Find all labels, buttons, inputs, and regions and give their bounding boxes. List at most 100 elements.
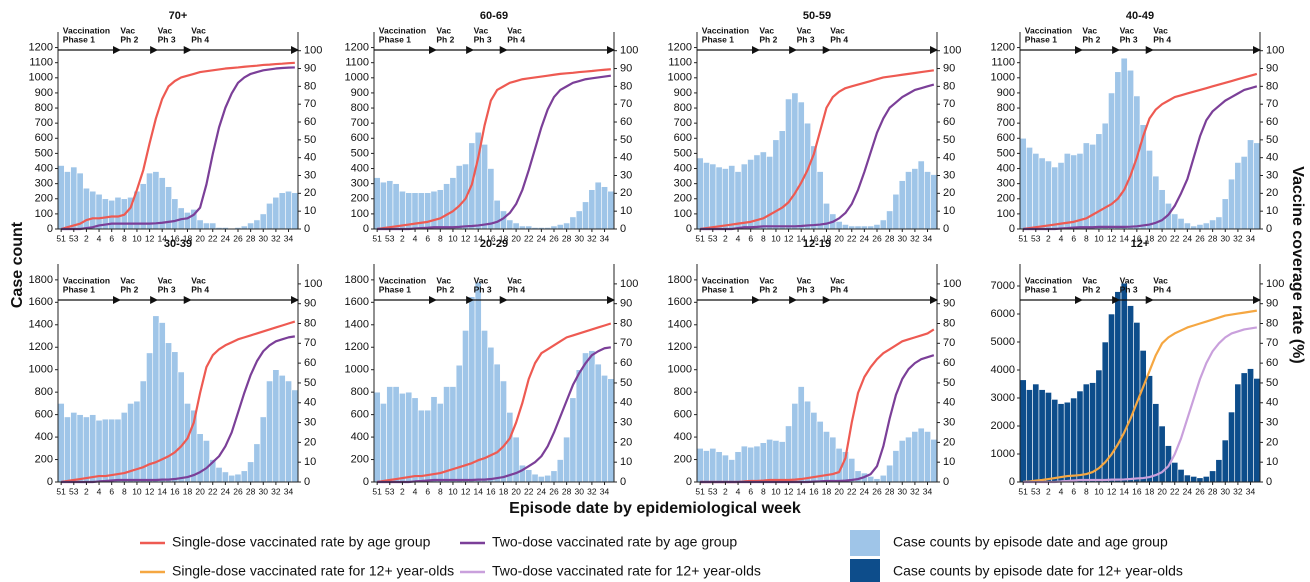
phase-label: Ph 4 xyxy=(507,34,525,44)
x-tick-label: 24 xyxy=(537,233,547,243)
y-tick-label: 1200 xyxy=(991,41,1015,53)
bar xyxy=(1253,378,1261,483)
x-tick-label: 2 xyxy=(723,486,728,496)
x-tick-label: 8 xyxy=(1084,486,1089,496)
x-tick-label: 18 xyxy=(499,486,509,496)
y2-tick-label: 0 xyxy=(304,476,310,488)
bar xyxy=(1228,411,1236,483)
phase-label: Ph 3 xyxy=(1120,34,1138,44)
y2-tick-label: 50 xyxy=(620,377,632,389)
x-tick-label: 12 xyxy=(145,486,155,496)
x-axis-label: Episode date by epidemiological week xyxy=(509,500,801,517)
bar xyxy=(525,469,533,483)
x-tick-label: 34 xyxy=(600,486,610,496)
y-tick-label: 1000 xyxy=(345,72,369,84)
bar xyxy=(493,199,501,230)
y2-tick-label: 50 xyxy=(304,134,316,146)
y2-tick-label: 10 xyxy=(304,456,316,468)
bar xyxy=(146,172,154,230)
y-tick-label: 700 xyxy=(674,117,692,129)
bar xyxy=(1158,189,1166,230)
phase-label: Ph 3 xyxy=(797,284,815,294)
bar xyxy=(1152,403,1160,483)
phase-label: Vac xyxy=(1120,25,1135,35)
y2-tick-label: 10 xyxy=(1266,456,1278,468)
legend-swatch xyxy=(850,559,880,582)
bar xyxy=(1240,372,1248,483)
bar xyxy=(209,222,217,230)
panel-title: 50-59 xyxy=(803,10,831,22)
phase-label: Ph 4 xyxy=(1153,34,1171,44)
x-tick-label: 24 xyxy=(1183,486,1193,496)
bar xyxy=(886,210,894,230)
bar xyxy=(1101,122,1109,230)
y-tick-label: 400 xyxy=(674,162,692,174)
phase-label: Ph 4 xyxy=(1153,284,1171,294)
y2-tick-label: 70 xyxy=(1266,337,1278,349)
bar xyxy=(443,386,451,483)
bar xyxy=(455,364,463,483)
x-tick-label: 51 xyxy=(1018,486,1028,496)
bar xyxy=(430,190,438,230)
y-tick-label: 4000 xyxy=(991,364,1015,376)
bar xyxy=(386,180,394,230)
x-tick-label: 26 xyxy=(233,486,243,496)
x-tick-label: 34 xyxy=(284,233,294,243)
y2-tick-label: 70 xyxy=(620,337,632,349)
x-tick-label: 26 xyxy=(872,233,882,243)
line xyxy=(61,66,295,231)
bar xyxy=(487,168,495,230)
y-tick-label: 1000 xyxy=(29,364,53,376)
y2-tick-label: 100 xyxy=(304,278,322,290)
bar xyxy=(1038,389,1046,483)
x-tick-label: 14 xyxy=(796,233,806,243)
bar xyxy=(1247,139,1254,230)
bar xyxy=(563,222,571,230)
x-tick-label: 10 xyxy=(1094,486,1104,496)
phase-label: Ph 2 xyxy=(759,284,777,294)
bar xyxy=(1038,157,1046,230)
panel-title: 60-69 xyxy=(480,10,508,22)
y-tick-label: 700 xyxy=(351,117,369,129)
bar xyxy=(1209,219,1217,230)
x-tick-label: 28 xyxy=(562,233,572,243)
y2-tick-label: 100 xyxy=(943,278,961,290)
bar xyxy=(1234,162,1242,230)
phase-label: Vac xyxy=(158,275,173,285)
y2-tick-label: 100 xyxy=(1266,278,1284,290)
y-tick-label: 600 xyxy=(674,132,692,144)
x-tick-label: 30 xyxy=(259,233,269,243)
phase-label: Vac xyxy=(830,275,845,285)
x-tick-label: 51 xyxy=(695,486,705,496)
bar xyxy=(797,386,805,483)
y2-tick-label: 60 xyxy=(943,116,955,128)
legend-swatch xyxy=(850,530,880,556)
x-tick-label: 24 xyxy=(1183,233,1193,243)
bar xyxy=(101,418,109,483)
y-tick-label: 1100 xyxy=(991,57,1015,69)
phase-label: Ph 2 xyxy=(436,34,454,44)
bar xyxy=(1221,439,1229,483)
y2-tick-label: 40 xyxy=(1266,152,1278,164)
bar xyxy=(1228,178,1236,230)
y2-tick-label: 10 xyxy=(620,456,632,468)
y2-tick-label: 100 xyxy=(943,45,961,57)
bar xyxy=(64,416,71,483)
bar xyxy=(259,416,267,483)
y-tick-label: 0 xyxy=(363,476,369,488)
x-tick-label: 24 xyxy=(860,486,870,496)
phase-label: Vac xyxy=(759,275,774,285)
y-tick-label: 100 xyxy=(351,208,369,220)
x-tick-label: 8 xyxy=(1084,233,1089,243)
x-tick-label: 28 xyxy=(246,486,256,496)
bar xyxy=(487,346,495,483)
y-tick-label: 1800 xyxy=(345,274,369,286)
x-tick-label: 22 xyxy=(208,233,218,243)
x-tick-label: 32 xyxy=(1233,233,1243,243)
y2-tick-label: 30 xyxy=(943,416,955,428)
bar xyxy=(373,391,381,483)
bar xyxy=(1146,375,1153,483)
y2-tick-label: 20 xyxy=(1266,436,1278,448)
y2-tick-label: 80 xyxy=(304,317,316,329)
y-tick-label: 1200 xyxy=(345,341,369,353)
